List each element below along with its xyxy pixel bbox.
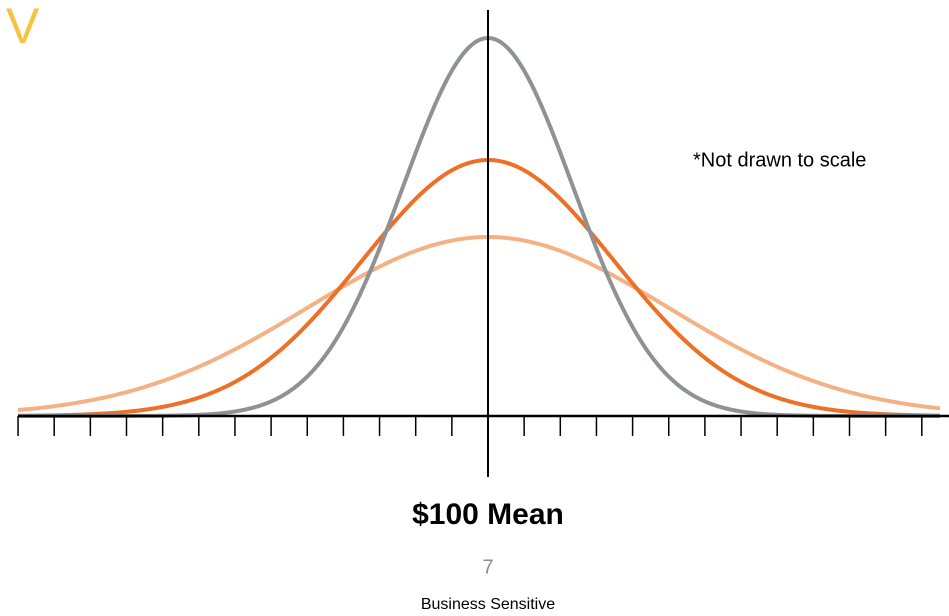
note: *Not drawn to scale <box>693 149 866 171</box>
footer: Business Sensitive <box>421 596 555 613</box>
curve <box>17 234 941 413</box>
axis-label: $100 Mean <box>412 498 564 531</box>
curve <box>17 157 941 418</box>
curves <box>17 35 941 418</box>
ticks <box>17 416 923 436</box>
corner-letter: V <box>6 0 40 54</box>
curve <box>18 35 940 418</box>
page-number: 7 <box>482 556 493 578</box>
